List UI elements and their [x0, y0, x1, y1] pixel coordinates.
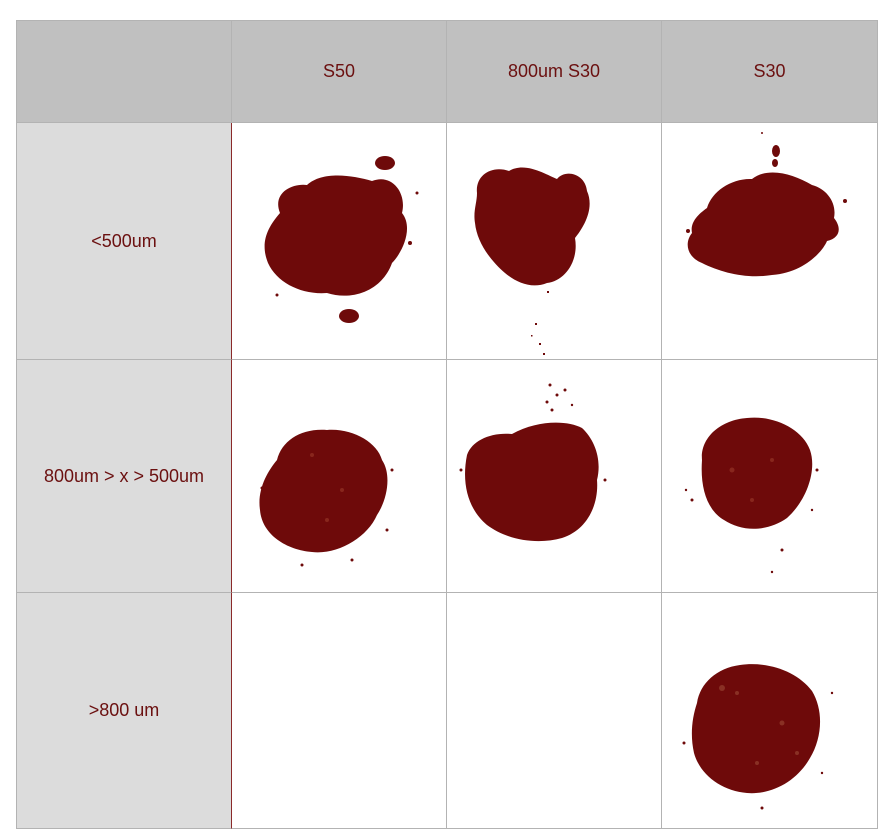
powder-table: S50 800um S30 S30 <500um	[16, 20, 878, 829]
corner-cell	[17, 21, 232, 123]
row-header-coarse: >800 um	[17, 593, 232, 829]
row-header-label: <500um	[91, 230, 157, 251]
sample-cell	[232, 123, 447, 360]
sample-cell-empty	[447, 593, 662, 829]
column-header-label: S30	[753, 61, 786, 81]
column-header-800um-s30: 800um S30	[447, 21, 662, 123]
powder-s50-mid-image	[259, 429, 394, 566]
sample-cell	[447, 360, 662, 593]
sample-cell-empty	[232, 593, 447, 829]
sample-cell	[232, 360, 447, 593]
sample-cell	[447, 123, 662, 360]
sample-cell	[662, 123, 878, 360]
powder-s30-coarse-image	[682, 663, 834, 809]
powder-s50-fine-image	[264, 156, 419, 323]
column-header-s50: S50	[232, 21, 447, 123]
column-header-label: S50	[322, 61, 356, 81]
row-header-fine: <500um	[17, 123, 232, 360]
row-header-label: >800 um	[88, 700, 160, 720]
powder-800-s30-mid-image	[459, 383, 607, 541]
column-header-label: 800um S30	[507, 61, 601, 81]
powder-s30-fine-image	[686, 132, 847, 277]
powder-800-s30-fine-image	[474, 167, 590, 355]
sample-cell	[662, 360, 878, 593]
powder-s30-mid-image	[684, 417, 819, 573]
row-header-label: 800um > x > 500um	[43, 465, 205, 486]
row-header-mid: 800um > x > 500um	[17, 360, 232, 593]
column-header-s30: S30	[662, 21, 878, 123]
sample-cell	[662, 593, 878, 829]
